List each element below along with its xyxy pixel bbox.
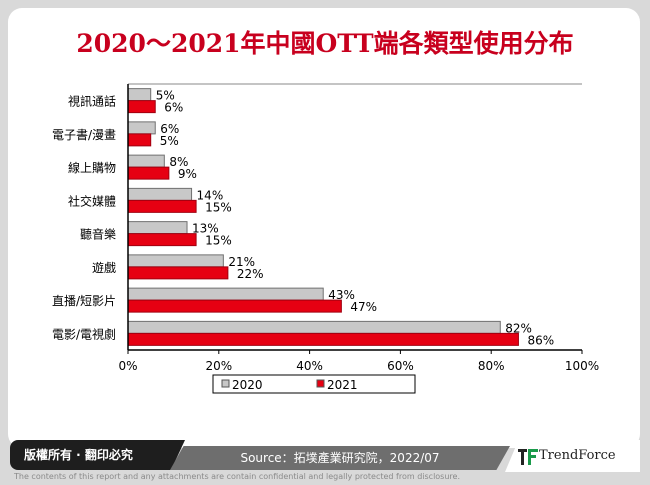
x-tick-label: 40%: [296, 359, 323, 373]
data-label: 6%: [164, 101, 183, 115]
bar-2020: [127, 320, 501, 334]
bar-2021: [127, 166, 170, 180]
bar-2021: [127, 332, 519, 346]
x-tick-label: 100%: [565, 359, 599, 373]
category-label: 遊戲: [92, 260, 116, 275]
data-label: 8%: [169, 155, 188, 169]
footer: 版權所有 · 翻印必究 Source：拓墣產業研究院，2022/07 Trend…: [0, 440, 650, 472]
category-label: 線上購物: [68, 160, 116, 175]
data-label: 86%: [527, 333, 554, 347]
category-label: 視訊通話: [68, 94, 116, 109]
bar-2020: [127, 287, 324, 301]
data-label: 21%: [228, 255, 255, 269]
x-tick-label: 20%: [205, 359, 232, 373]
bar-2020: [127, 154, 165, 168]
copyright-label: 版權所有 · 翻印必究: [10, 440, 185, 470]
chart-title: 2020～2021年中國OTT端各類型使用分布: [76, 29, 574, 58]
x-tick-label: 60%: [387, 359, 414, 373]
data-label: 22%: [237, 267, 264, 281]
bar-2021: [127, 299, 342, 313]
bar-2020: [127, 88, 152, 102]
brand-label: TrendForce: [505, 440, 640, 472]
data-label: 47%: [350, 300, 377, 314]
bar-2021: [127, 100, 156, 114]
trendforce-logo-icon: [518, 449, 538, 465]
data-label: 5%: [160, 134, 179, 148]
bar-2021: [127, 133, 152, 147]
data-label: 6%: [160, 122, 179, 136]
data-label: 9%: [178, 167, 197, 181]
category-label: 電影/電視劇: [52, 326, 116, 341]
category-label: 社交媒體: [68, 193, 116, 208]
bar-chart: 視訊通話 5%6%電子書/漫畫 6%5%線上購物 8%9%社交媒體 14%15%聽音樂 1…: [52, 83, 599, 394]
bar-2021: [127, 199, 197, 213]
data-label: 43%: [328, 288, 355, 302]
bar-2020: [127, 187, 193, 201]
x-tick-label: 80%: [478, 359, 505, 373]
bar-2020: [127, 121, 156, 135]
data-label: 14%: [197, 188, 224, 202]
disclaimer: The contents of this report and any atta…: [14, 472, 460, 481]
data-label: 15%: [205, 234, 232, 248]
legend-swatch-2020: [221, 379, 230, 388]
bar-2020: [127, 254, 224, 268]
data-label: 82%: [505, 321, 532, 335]
legend-box: [212, 374, 416, 394]
bar-2020: [127, 221, 188, 235]
x-tick-label: 0%: [118, 359, 137, 373]
data-label: 5%: [156, 89, 175, 103]
legend-swatch-2021: [316, 379, 325, 388]
category-label: 聽音樂: [80, 227, 116, 242]
legend-label: 2020: [232, 378, 263, 392]
category-label: 電子書/漫畫: [52, 127, 116, 142]
category-label: 直播/短影片: [52, 294, 116, 308]
legend-label: 2021: [327, 378, 358, 392]
data-label: 15%: [205, 200, 232, 214]
data-label: 13%: [192, 222, 219, 236]
bar-2021: [127, 266, 229, 280]
source-label: Source：拓墣產業研究院，2022/07: [170, 446, 510, 470]
bar-2021: [127, 233, 197, 247]
